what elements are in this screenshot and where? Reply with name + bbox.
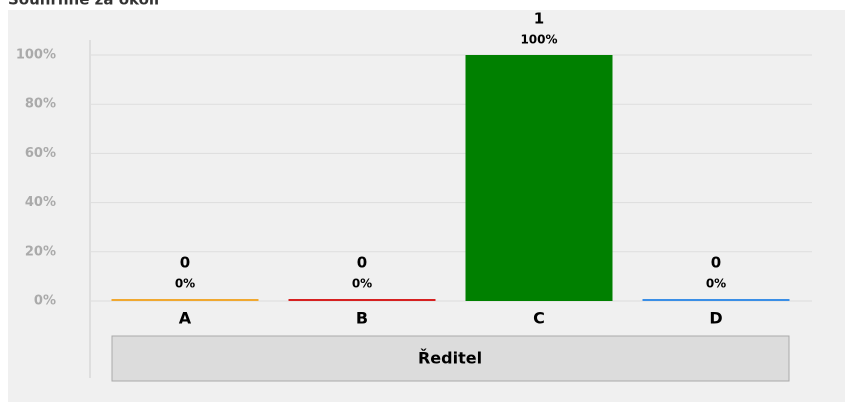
count-label: 0 bbox=[711, 254, 721, 272]
value-label: 100% bbox=[520, 33, 557, 47]
y-tick-label: 60% bbox=[25, 146, 56, 161]
value-label: 0% bbox=[175, 277, 195, 291]
count-label: 0 bbox=[357, 254, 367, 272]
bar bbox=[642, 299, 790, 301]
y-tick-label: 40% bbox=[25, 195, 56, 210]
y-tick-label: 100% bbox=[16, 48, 56, 63]
y-tick-label: 80% bbox=[25, 97, 56, 112]
count-label: 1 bbox=[534, 10, 544, 28]
count-label: 0 bbox=[180, 254, 190, 272]
x-tick-label: A bbox=[179, 309, 192, 328]
x-tick-label: C bbox=[533, 309, 545, 328]
chart-title: Souhrnně za okolí bbox=[8, 0, 160, 9]
x-tick-label: D bbox=[709, 309, 722, 328]
value-label: 0% bbox=[706, 277, 726, 291]
y-tick-label: 0% bbox=[34, 294, 56, 309]
y-tick-label: 20% bbox=[25, 244, 56, 259]
x-tick-label: B bbox=[356, 309, 368, 328]
bar bbox=[111, 299, 259, 301]
group-label: Ředitel bbox=[418, 349, 482, 368]
bar bbox=[465, 55, 613, 301]
group-box bbox=[111, 335, 790, 382]
value-label: 0% bbox=[352, 277, 372, 291]
bar bbox=[288, 299, 436, 301]
